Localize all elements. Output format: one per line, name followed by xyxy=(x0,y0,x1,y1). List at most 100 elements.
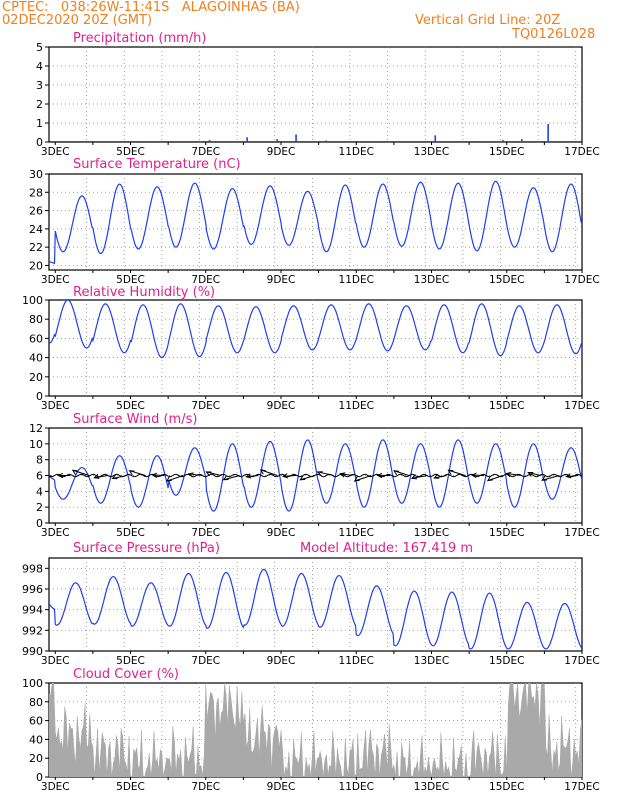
wind-vector xyxy=(340,473,353,476)
y-tick-label: 998 xyxy=(22,562,43,575)
x-tick-label: 11DEC xyxy=(339,274,374,286)
x-tick-label: 7DEC xyxy=(191,400,220,412)
y-tick-label: 6 xyxy=(36,470,43,483)
x-tick-label: 9DEC xyxy=(267,527,296,539)
panel-title: Precipitation (mm/h) xyxy=(73,31,206,46)
panel-annotation: Model Altitude: 167.419 m xyxy=(300,541,473,556)
x-tick-label: 13DEC xyxy=(414,655,449,667)
y-tick-label: 0 xyxy=(36,517,43,530)
wind-vector-head xyxy=(187,472,194,478)
wind-vector-head xyxy=(259,469,266,475)
x-tick-label: 13DEC xyxy=(414,146,449,158)
y-tick-label: 2 xyxy=(36,501,43,514)
x-tick-label: 9DEC xyxy=(267,274,296,286)
wind-vector-head xyxy=(527,471,534,477)
x-tick-label: 13DEC xyxy=(414,527,449,539)
series-line xyxy=(49,180,582,265)
y-tick-label: 3 xyxy=(36,79,43,92)
wind-vector-head xyxy=(128,470,135,476)
x-tick-label: 11DEC xyxy=(339,781,374,793)
x-tick-label: 7DEC xyxy=(191,146,220,158)
header-run-time: 02DEC2020 20Z (GMT) xyxy=(2,13,153,28)
y-tick-label: 8 xyxy=(36,454,43,467)
x-tick-label: 3DEC xyxy=(41,781,70,793)
wind-vector-head xyxy=(205,471,212,477)
x-tick-label: 13DEC xyxy=(414,400,449,412)
y-tick-label: 30 xyxy=(29,168,43,181)
y-tick-label: 0 xyxy=(36,136,43,149)
x-tick-label: 11DEC xyxy=(339,655,374,667)
y-tick-label: 990 xyxy=(22,645,43,658)
y-tick-label: 80 xyxy=(29,696,43,709)
wind-vector-head xyxy=(541,475,548,481)
wind-vector xyxy=(448,469,466,476)
x-tick-label: 17DEC xyxy=(564,527,599,539)
wind-vector xyxy=(129,470,146,476)
y-tick-label: 996 xyxy=(22,583,43,596)
y-tick-label: 4 xyxy=(36,60,43,73)
series-group xyxy=(49,180,582,265)
wind-vector-head xyxy=(245,473,252,479)
wind-vector-head xyxy=(339,472,346,478)
panel-title: Relative Humidity (%) xyxy=(73,285,215,300)
y-tick-label: 40 xyxy=(29,733,43,746)
wind-vector-head xyxy=(433,473,440,479)
x-tick-label: 9DEC xyxy=(267,655,296,667)
wind-vector xyxy=(152,474,165,476)
y-tick-label: 26 xyxy=(29,205,43,218)
series-group xyxy=(49,568,582,651)
x-tick-label: 3DEC xyxy=(41,400,70,412)
panel-5: Surface Pressure (hPa) Model Altitude: 16… xyxy=(22,541,600,667)
x-tick-label: 15DEC xyxy=(489,400,524,412)
panel-1: Precipitation (mm/h) 0 1 2 3 4 5 3DEC 5DEC 7DEC 9D… xyxy=(36,31,600,158)
wind-vector xyxy=(112,475,127,479)
panel-title: Cloud Cover (%) xyxy=(73,667,179,682)
y-tick-label: 992 xyxy=(22,624,43,637)
y-tick-label: 100 xyxy=(22,294,43,307)
series-line xyxy=(49,300,582,359)
x-tick-label: 9DEC xyxy=(267,781,296,793)
series-group xyxy=(49,300,582,359)
wind-vector-head xyxy=(299,475,306,481)
y-tick-label: 28 xyxy=(29,186,43,199)
panel-title: Surface Pressure (hPa) xyxy=(73,541,220,556)
wind-vector-head xyxy=(93,473,100,479)
y-tick-label: 60 xyxy=(29,332,43,345)
wind-vector xyxy=(260,469,278,476)
y-tick-label: 40 xyxy=(29,352,43,365)
wind-vector xyxy=(354,475,372,482)
x-tick-label: 17DEC xyxy=(564,655,599,667)
wind-vector-head xyxy=(281,473,288,479)
x-tick-label: 7DEC xyxy=(191,781,220,793)
cloud-cover-area xyxy=(49,683,582,777)
panel-2: Surface Temperature (nC) 20 22 24 26 28 30 3DEC… xyxy=(29,157,600,286)
y-tick-label: 5 xyxy=(36,41,43,54)
wind-vector-head xyxy=(222,475,229,481)
y-tick-label: 20 xyxy=(29,259,43,272)
panel-title: Surface Wind (m/s) xyxy=(73,412,197,427)
wind-vector xyxy=(300,475,316,481)
x-tick-label: 15DEC xyxy=(489,781,524,793)
x-tick-label: 3DEC xyxy=(41,655,70,667)
wind-vector-head xyxy=(111,474,118,480)
wind-vector xyxy=(72,469,90,476)
y-tick-label: 100 xyxy=(22,677,43,690)
panel-title: Surface Temperature (nC) xyxy=(73,157,241,172)
panel-3: Relative Humidity (%) 0 20 40 60 80 100 3DEC 5DE… xyxy=(22,285,600,412)
wind-vector xyxy=(317,471,334,476)
wind-vector xyxy=(206,471,221,476)
y-tick-label: 60 xyxy=(29,715,43,728)
y-tick-label: 24 xyxy=(29,223,43,236)
wind-vector-head xyxy=(57,472,64,479)
x-tick-label: 3DEC xyxy=(41,527,70,539)
x-tick-label: 3DEC xyxy=(41,274,70,286)
x-tick-label: 17DEC xyxy=(564,781,599,793)
wind-vector-head xyxy=(316,471,323,477)
x-tick-label: 15DEC xyxy=(489,655,524,667)
x-tick-label: 3DEC xyxy=(41,146,70,158)
x-tick-label: 5DEC xyxy=(116,781,145,793)
series-group xyxy=(49,439,582,512)
wind-vector-head xyxy=(410,474,418,480)
